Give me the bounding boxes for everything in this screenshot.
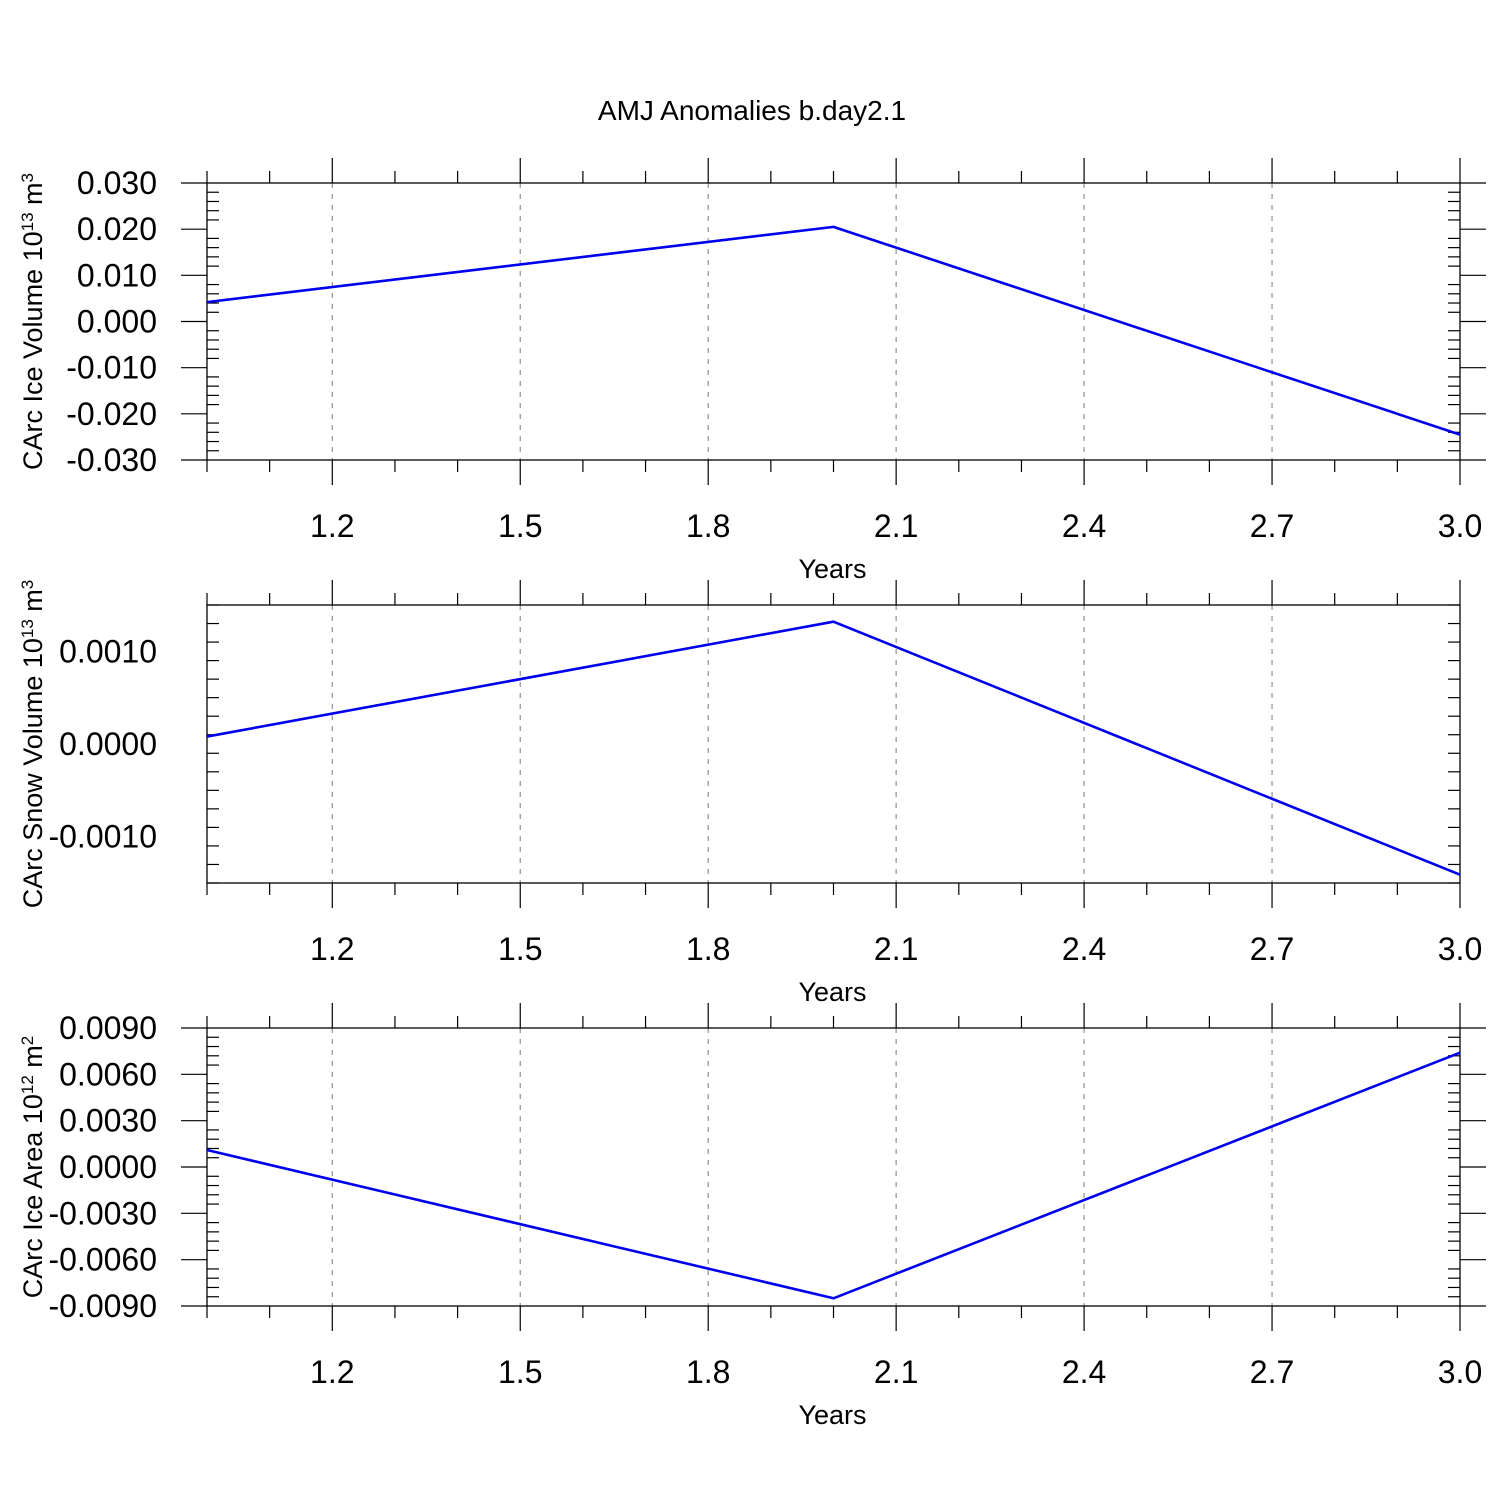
y-axis-superscript: 13: [18, 619, 37, 638]
y-axis-superscript: 13: [18, 212, 37, 231]
x-tick-label: 2.1: [874, 508, 918, 544]
y-tick-label: -0.0030: [48, 1195, 157, 1231]
y-tick-label: -0.0060: [48, 1242, 157, 1278]
x-tick-label: 1.2: [310, 931, 354, 967]
y-tick-label: 0.020: [77, 211, 157, 247]
x-axis-title: Years: [798, 554, 866, 584]
x-tick-label: 1.5: [498, 931, 542, 967]
y-axis-title-text: CArc Ice Area 10: [18, 1094, 48, 1298]
chart-panel-1: 1.2 1.5 1.8 2.1 2.4 2.7 3.0 Years 0.030 0.020 0.01…: [18, 158, 1486, 584]
y-tick-label: 0.000: [77, 304, 157, 340]
y-tick-label: 0.010: [77, 257, 157, 293]
y-tick-label: -0.0010: [48, 819, 157, 855]
y-axis-title: CArc Ice Volume 1013 m3: [18, 173, 48, 470]
y-tick-label: -0.010: [66, 350, 157, 386]
y-axis-superscript: 3: [18, 580, 37, 589]
y-axis-title-text: m: [18, 589, 48, 619]
x-tick-label: 1.8: [686, 508, 730, 544]
figure-title: AMJ Anomalies b.day2.1: [598, 95, 906, 126]
y-tick-label: 0.0010: [59, 633, 157, 669]
x-tick-label: 1.8: [686, 1354, 730, 1390]
y-axis-title-text: CArc Snow Volume 10: [18, 638, 48, 908]
x-tick-label: 3.0: [1438, 931, 1482, 967]
chart-panel-3: 1.2 1.5 1.8 2.1 2.4 2.7 3.0 Years 0.0090 0.0060 0.…: [18, 1003, 1486, 1430]
x-tick-label: 1.2: [310, 1354, 354, 1390]
x-axis-title: Years: [798, 977, 866, 1007]
x-tick-label: 1.2: [310, 508, 354, 544]
y-axis-title: CArc Snow Volume 1013 m3: [18, 580, 48, 909]
y-tick-label: 0.0000: [59, 1149, 157, 1185]
x-tick-label: 2.4: [1062, 1354, 1106, 1390]
y-tick-label: -0.030: [66, 442, 157, 478]
x-tick-label: 2.1: [874, 1354, 918, 1390]
x-tick-label: 2.7: [1250, 1354, 1294, 1390]
x-tick-label: 1.5: [498, 508, 542, 544]
x-tick-label: 3.0: [1438, 508, 1482, 544]
plot-frame: [206, 604, 1461, 884]
y-axis-superscript: 3: [18, 173, 37, 182]
x-axis-title: Years: [798, 1400, 866, 1430]
y-tick-label: 0.0060: [59, 1056, 157, 1092]
y-axis-title-text: CArc Ice Volume 10: [18, 231, 48, 470]
x-tick-label: 1.5: [498, 1354, 542, 1390]
x-tick-label: 2.7: [1250, 931, 1294, 967]
y-axis-title-text: m: [18, 182, 48, 212]
y-tick-label: -0.020: [66, 396, 157, 432]
y-tick-label: 0.0000: [59, 726, 157, 762]
y-axis-title: CArc Ice Area 1012 m2: [18, 1036, 48, 1299]
y-tick-label: 0.0090: [59, 1010, 157, 1046]
plot-frame: [206, 1027, 1461, 1307]
x-tick-label: 2.4: [1062, 931, 1106, 967]
y-tick-label: 0.030: [77, 165, 157, 201]
x-tick-label: 2.1: [874, 931, 918, 967]
y-tick-label: -0.0090: [48, 1288, 157, 1324]
x-tick-label: 2.4: [1062, 508, 1106, 544]
y-axis-superscript: 12: [18, 1075, 37, 1094]
x-tick-label: 2.7: [1250, 508, 1294, 544]
y-axis-title-text: m: [18, 1045, 48, 1075]
chart-panels: 1.2 1.5 1.8 2.1 2.4 2.7 3.0 Years 0.030 0.020 0.01…: [18, 158, 1486, 1430]
x-tick-label: 1.8: [686, 931, 730, 967]
y-axis-superscript: 2: [18, 1036, 37, 1045]
chart-panel-2: 1.2 1.5 1.8 2.1 2.4 2.7 3.0 Years 0.0010 0.0000 -0…: [18, 580, 1483, 1007]
x-tick-label: 3.0: [1438, 1354, 1482, 1390]
y-tick-label: 0.0030: [59, 1103, 157, 1139]
